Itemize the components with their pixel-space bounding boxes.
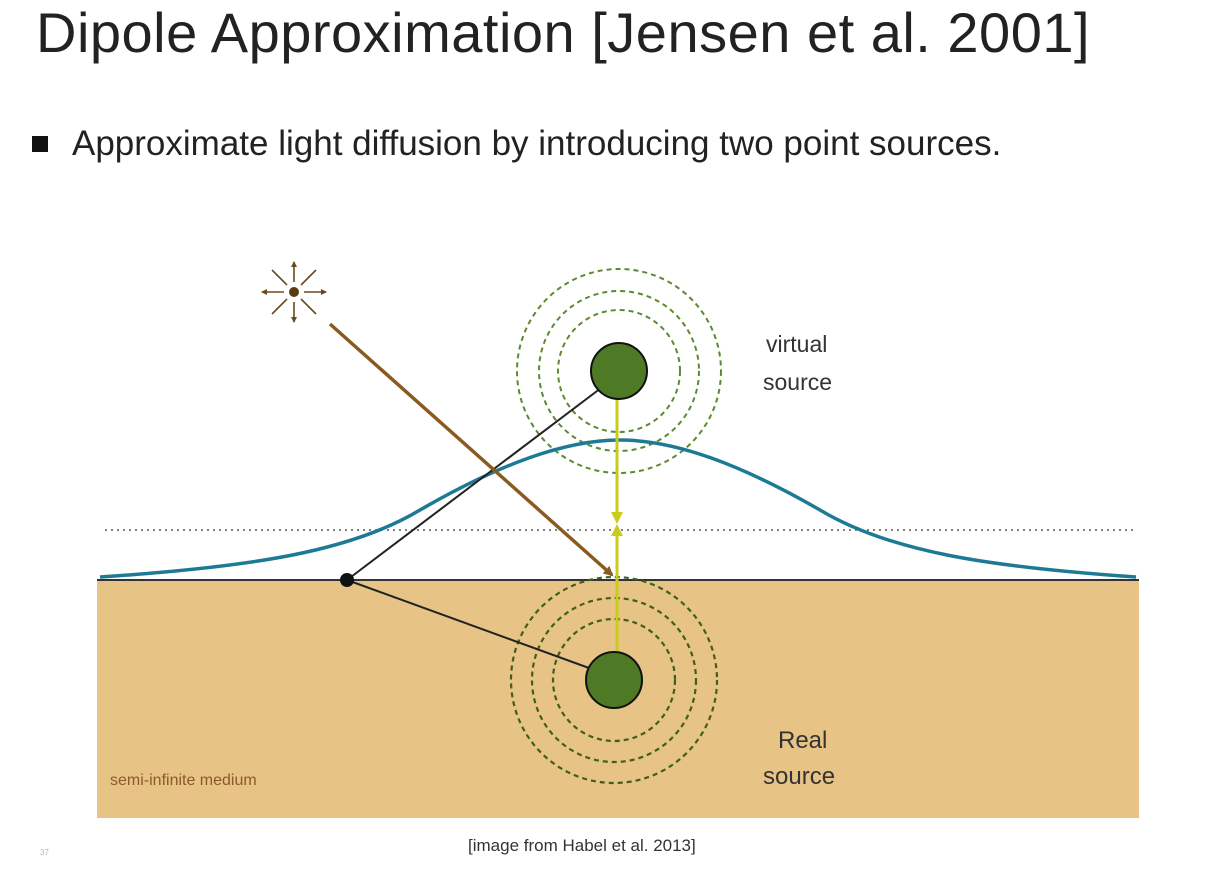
page-number: 37	[40, 848, 49, 857]
incident-light-ray	[328, 322, 614, 577]
bullet-square-icon	[32, 136, 48, 152]
light-source-icon	[261, 261, 327, 323]
connector-to-real-source	[346, 579, 601, 673]
bullet-item: Approximate light diffusion by introduci…	[32, 124, 1001, 164]
connector-to-virtual-source	[346, 384, 606, 581]
medium-label: semi-infinite medium	[110, 772, 257, 789]
image-caption: [image from Habel et al. 2013]	[468, 836, 696, 855]
real-source-rings	[509, 575, 719, 785]
surface-point	[340, 573, 354, 587]
real-source-label-line1: Real	[778, 727, 827, 754]
real-source-label-line2: source	[763, 763, 835, 790]
virtual-source-label-line2: source	[763, 369, 832, 395]
virtual-source-label-line1: virtual	[766, 331, 827, 357]
bullet-text: Approximate light diffusion by introduci…	[72, 124, 1002, 163]
virtual-source-rings	[516, 268, 722, 474]
virtual-source	[590, 342, 648, 400]
diffusion-profile-curve	[99, 438, 1137, 579]
slide-title: Dipole Approximation [Jensen et al. 2001…	[36, 1, 1091, 64]
real-source	[585, 651, 643, 709]
